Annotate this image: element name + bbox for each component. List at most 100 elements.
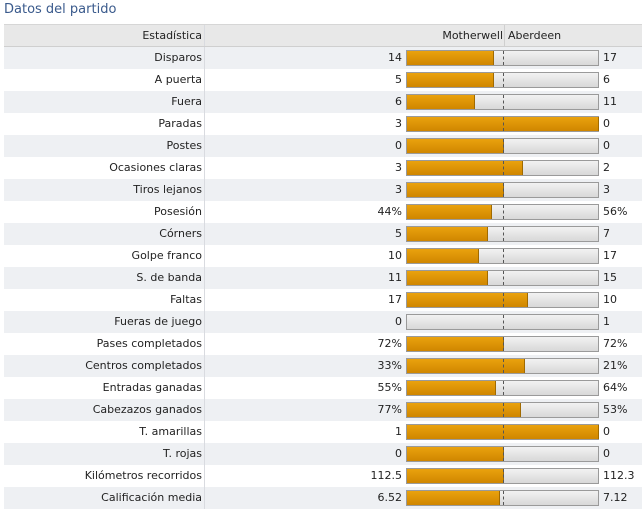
home-share-fill bbox=[407, 249, 479, 263]
midpoint-marker bbox=[503, 293, 504, 307]
table-row: Calificación media 6.52 7.12 bbox=[4, 487, 642, 509]
comparison-bar bbox=[406, 446, 599, 462]
midpoint-marker bbox=[503, 227, 504, 241]
column-divider bbox=[204, 179, 205, 201]
home-value: 1 bbox=[395, 425, 402, 438]
home-value: 77% bbox=[377, 403, 402, 416]
home-share-fill bbox=[407, 139, 504, 153]
column-divider bbox=[204, 91, 205, 113]
column-divider bbox=[204, 223, 205, 245]
stat-label: T. rojas bbox=[163, 447, 202, 460]
midpoint-marker bbox=[503, 425, 504, 439]
home-share-fill bbox=[407, 337, 504, 351]
home-value: 72% bbox=[377, 337, 402, 350]
home-share-fill bbox=[407, 51, 494, 65]
table-row: Posesión 44% 56% bbox=[4, 201, 642, 223]
table-row: Paradas 3 0 bbox=[4, 113, 642, 135]
comparison-bar bbox=[406, 292, 599, 308]
comparison-bar bbox=[406, 314, 599, 330]
table-row: Cabezazos ganados 77% 53% bbox=[4, 399, 642, 421]
stat-label: Córners bbox=[159, 227, 202, 240]
home-share-fill bbox=[407, 359, 525, 373]
away-value: 21% bbox=[603, 359, 628, 372]
stat-label: Entradas ganadas bbox=[102, 381, 202, 394]
stat-label: Tiros lejanos bbox=[133, 183, 202, 196]
away-value: 7 bbox=[603, 227, 610, 240]
away-value: 112.3 bbox=[603, 469, 635, 482]
midpoint-marker bbox=[503, 95, 504, 109]
stat-label: T. amarillas bbox=[139, 425, 202, 438]
away-value: 2 bbox=[603, 161, 610, 174]
stat-label: Golpe franco bbox=[131, 249, 202, 262]
midpoint-marker bbox=[503, 337, 504, 351]
table-row: Postes 0 0 bbox=[4, 135, 642, 157]
stats-rows: Disparos 14 17 A puerta 5 6 Fuera 6 11 Paradas 3 0 P… bbox=[4, 47, 642, 509]
stat-label: Centros completados bbox=[85, 359, 202, 372]
midpoint-marker bbox=[503, 139, 504, 153]
comparison-bar bbox=[406, 204, 599, 220]
table-row: A puerta 5 6 bbox=[4, 69, 642, 91]
away-value: 3 bbox=[603, 183, 610, 196]
comparison-bar bbox=[406, 160, 599, 176]
column-divider bbox=[204, 465, 205, 487]
comparison-bar bbox=[406, 138, 599, 154]
comparison-bar bbox=[406, 116, 599, 132]
comparison-bar bbox=[406, 50, 599, 66]
midpoint-marker bbox=[503, 381, 504, 395]
page-title: Datos del partido bbox=[4, 2, 117, 17]
header-away-team: Aberdeen bbox=[508, 29, 562, 42]
midpoint-marker bbox=[503, 205, 504, 219]
comparison-bar bbox=[406, 270, 599, 286]
home-value: 10 bbox=[388, 249, 402, 262]
away-value: 17 bbox=[603, 249, 617, 262]
midpoint-marker bbox=[503, 447, 504, 461]
home-value: 11 bbox=[388, 271, 402, 284]
stat-label: Cabezazos ganados bbox=[92, 403, 202, 416]
stat-label: Ocasiones claras bbox=[109, 161, 202, 174]
column-divider bbox=[204, 47, 205, 69]
table-row: Centros completados 33% 21% bbox=[4, 355, 642, 377]
column-divider bbox=[204, 201, 205, 223]
comparison-bar bbox=[406, 182, 599, 198]
home-share-fill bbox=[407, 73, 494, 87]
table-row: Pases completados 72% 72% bbox=[4, 333, 642, 355]
away-value: 64% bbox=[603, 381, 628, 394]
away-value: 0 bbox=[603, 425, 610, 438]
comparison-bar bbox=[406, 402, 599, 418]
midpoint-marker bbox=[503, 271, 504, 285]
stat-label: Calificación media bbox=[101, 491, 202, 504]
away-value: 72% bbox=[603, 337, 628, 350]
table-row: Golpe franco 10 17 bbox=[4, 245, 642, 267]
table-row: Disparos 14 17 bbox=[4, 47, 642, 69]
home-share-fill bbox=[407, 227, 488, 241]
away-value: 15 bbox=[603, 271, 617, 284]
home-value: 5 bbox=[395, 227, 402, 240]
home-value: 3 bbox=[395, 183, 402, 196]
midpoint-marker bbox=[503, 183, 504, 197]
midpoint-marker bbox=[503, 315, 504, 329]
stat-label: Disparos bbox=[154, 51, 202, 64]
home-share-fill bbox=[407, 491, 500, 505]
column-divider bbox=[204, 421, 205, 443]
column-divider bbox=[204, 333, 205, 355]
comparison-bar bbox=[406, 226, 599, 242]
midpoint-marker bbox=[503, 73, 504, 87]
table-row: S. de banda 11 15 bbox=[4, 267, 642, 289]
home-share-fill bbox=[407, 293, 528, 307]
column-divider bbox=[204, 443, 205, 465]
midpoint-marker bbox=[503, 161, 504, 175]
header-stat-label: Estadística bbox=[142, 29, 202, 42]
home-value: 5 bbox=[395, 73, 402, 86]
stat-label: Fueras de juego bbox=[114, 315, 202, 328]
home-value: 14 bbox=[388, 51, 402, 64]
stat-label: A puerta bbox=[154, 73, 202, 86]
stat-label: Postes bbox=[166, 139, 202, 152]
home-value: 0 bbox=[395, 315, 402, 328]
table-row: T. rojas 0 0 bbox=[4, 443, 642, 465]
table-row: Fueras de juego 0 1 bbox=[4, 311, 642, 333]
home-value: 0 bbox=[395, 139, 402, 152]
table-row: Entradas ganadas 55% 64% bbox=[4, 377, 642, 399]
home-value: 3 bbox=[395, 161, 402, 174]
comparison-bar bbox=[406, 424, 599, 440]
away-value: 7.12 bbox=[603, 491, 628, 504]
